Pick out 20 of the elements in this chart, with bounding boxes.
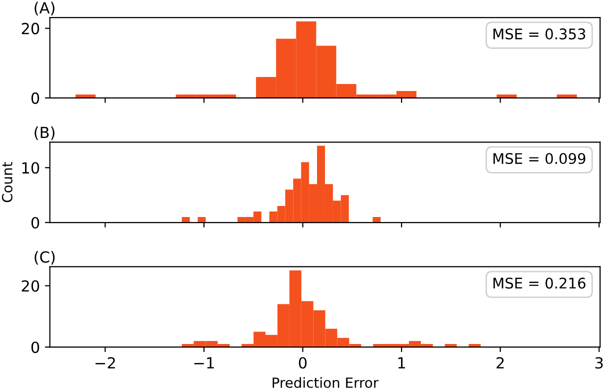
annotation: MSE = 0.353 bbox=[493, 28, 586, 40]
x-tick-label: 3 bbox=[595, 357, 603, 369]
x-tick-label: −1 bbox=[194, 357, 214, 368]
chart-title: (B) bbox=[34, 126, 54, 140]
y-tick-label: 20 bbox=[22, 22, 40, 34]
x-tick-label: 1 bbox=[398, 357, 405, 368]
annotation: MSE = 0.099 bbox=[493, 153, 586, 164]
annotation: MSE = 0.216 bbox=[493, 278, 586, 289]
y-tick-label: 20 bbox=[22, 280, 40, 292]
chart-title: (A) bbox=[34, 2, 54, 16]
y-tick-label: 0 bbox=[31, 216, 40, 229]
y-tick-label: 10 bbox=[22, 162, 40, 174]
y-tick-label: 0 bbox=[31, 92, 40, 104]
x-axis-title: Prediction Error bbox=[272, 377, 379, 388]
chart-title: (C) bbox=[34, 250, 55, 265]
x-tick-label: 0 bbox=[298, 357, 307, 369]
x-tick-label: −2 bbox=[96, 357, 115, 368]
x-tick-label: 2 bbox=[496, 357, 504, 368]
y-axis-title: Count bbox=[2, 162, 12, 202]
y-tick-label: 0 bbox=[31, 342, 40, 354]
